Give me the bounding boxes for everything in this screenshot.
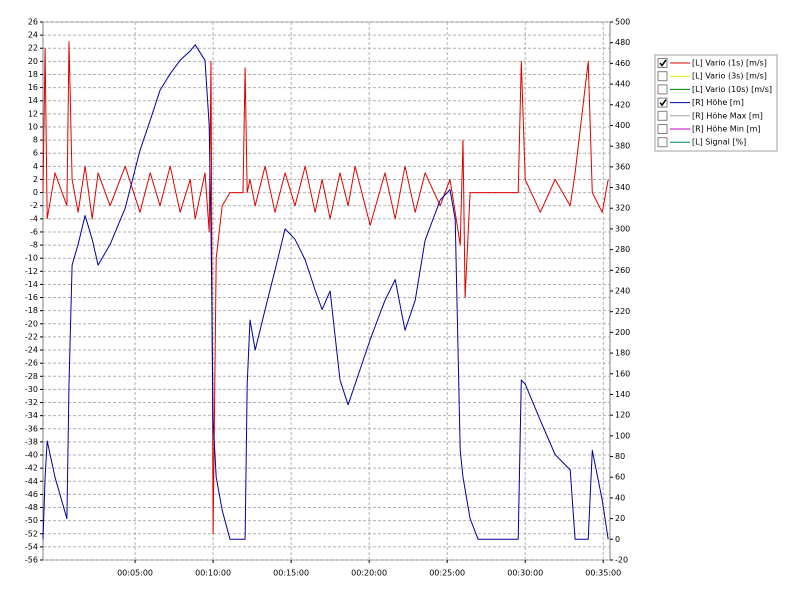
legend-label: [R] Höhe [m] xyxy=(692,98,744,107)
y-tick-label: 22 xyxy=(28,44,38,53)
y-tick-label: -20 xyxy=(25,319,38,328)
x-tick-label: 00:20:00 xyxy=(351,569,387,578)
y2-tick-label: 40 xyxy=(615,493,625,502)
y-tick-label: -32 xyxy=(25,398,38,407)
x-tick-label: 00:30:00 xyxy=(507,569,543,578)
y-tick-label: -18 xyxy=(25,306,38,315)
legend-checkbox[interactable] xyxy=(657,58,668,68)
y2-tick-label: 320 xyxy=(615,204,630,213)
legend-label: [L] Signal [%] xyxy=(692,138,746,147)
y2-tick-label: 100 xyxy=(615,431,630,440)
y-tick-label: -38 xyxy=(25,437,38,446)
y-tick-label: -48 xyxy=(25,503,38,512)
y-tick-label: -16 xyxy=(25,293,38,302)
y2-tick-label: 120 xyxy=(615,411,630,420)
y-tick-label: -50 xyxy=(25,516,38,525)
y2-tick-label: 480 xyxy=(615,38,630,47)
y-tick-label: -2 xyxy=(30,201,38,210)
x-tick-label: 00:10:00 xyxy=(195,569,231,578)
y2-tick-label: 400 xyxy=(615,121,630,130)
y2-tick-label: 80 xyxy=(615,452,625,461)
x-tick-label: 00:35:00 xyxy=(585,569,621,578)
y-tick-label: -14 xyxy=(25,280,38,289)
legend-checkbox[interactable] xyxy=(657,137,668,148)
y-tick-label: -44 xyxy=(25,477,38,486)
y2-tick-label: 220 xyxy=(615,307,630,316)
y-tick-label: -42 xyxy=(25,464,38,473)
y2-tick-label: 380 xyxy=(615,142,630,151)
y-tick-label: 2 xyxy=(33,175,38,184)
y-tick-label: 4 xyxy=(33,162,38,171)
legend-checkbox[interactable] xyxy=(657,71,668,82)
y-tick-label: 20 xyxy=(28,57,38,66)
y-tick-label: -56 xyxy=(25,556,38,565)
series-line xyxy=(42,41,609,535)
y2-tick-label: 60 xyxy=(615,473,625,482)
legend-checkmark xyxy=(659,99,667,107)
y-tick-label: 16 xyxy=(28,83,38,92)
y-tick-label: -36 xyxy=(25,424,38,433)
legend-label: [L] Vario (10s) [m/s] xyxy=(692,85,772,94)
y-tick-label: -6 xyxy=(30,227,38,236)
plot-area xyxy=(42,21,611,561)
y2-tick-label: 500 xyxy=(615,18,630,27)
legend-label: [R] Höhe Max [m] xyxy=(692,111,763,120)
legend-label: [L] Vario (1s) [m/s] xyxy=(692,59,767,68)
y-tick-label: -28 xyxy=(25,372,38,381)
y2-tick-label: 460 xyxy=(615,59,630,68)
y-tick-label: 18 xyxy=(28,70,38,79)
y2-tick-label: 260 xyxy=(615,266,630,275)
legend-checkbox[interactable] xyxy=(657,97,668,108)
x-tick-label: 00:25:00 xyxy=(429,569,465,578)
y-tick-label: 14 xyxy=(28,96,38,105)
legend-label: [L] Vario (3s) [m/s] xyxy=(692,72,767,81)
y-tick-label: -12 xyxy=(25,267,38,276)
legend-checkbox[interactable] xyxy=(657,110,668,121)
series-line xyxy=(42,44,609,540)
legend-checkbox[interactable] xyxy=(657,84,668,95)
y-tick-label: 26 xyxy=(28,18,38,27)
y-tick-label: -34 xyxy=(25,411,38,420)
y2-tick-label: 340 xyxy=(615,183,630,192)
y2-tick-label: 360 xyxy=(615,162,630,171)
y-tick-label: -54 xyxy=(25,542,38,551)
y2-tick-label: 280 xyxy=(615,245,630,254)
y-tick-label: -10 xyxy=(25,254,38,263)
y2-tick-label: 140 xyxy=(615,390,630,399)
y-tick-label: -26 xyxy=(25,359,38,368)
y2-tick-label: 20 xyxy=(615,514,625,523)
y2-tick-label: 240 xyxy=(615,287,630,296)
y-tick-label: 8 xyxy=(33,136,38,145)
x-tick-label: 00:05:00 xyxy=(117,569,153,578)
y-tick-label: -52 xyxy=(25,529,38,538)
y-tick-label: -4 xyxy=(30,214,38,223)
y-tick-label: -30 xyxy=(25,385,38,394)
y2-tick-label: 160 xyxy=(615,369,630,378)
y2-tick-label: 440 xyxy=(615,80,630,89)
y2-tick-label: 200 xyxy=(615,328,630,337)
y2-tick-label: 300 xyxy=(615,224,630,233)
y-tick-label: -40 xyxy=(25,451,38,460)
y2-tick-label: 420 xyxy=(615,100,630,109)
legend-checkmark xyxy=(659,59,667,67)
y-tick-label: -22 xyxy=(25,332,38,341)
x-tick-label: 00:15:00 xyxy=(273,569,309,578)
y-tick-label: 6 xyxy=(33,149,38,158)
y-tick-label: 10 xyxy=(28,122,38,131)
legend-checkbox[interactable] xyxy=(657,124,668,134)
y2-tick-label: -20 xyxy=(615,556,628,565)
y-tick-label: -8 xyxy=(30,241,38,250)
y-tick-label: -46 xyxy=(25,490,38,499)
y-tick-label: 12 xyxy=(28,109,38,118)
y-tick-label: -24 xyxy=(25,346,38,355)
y-tick-label: 0 xyxy=(33,188,38,197)
y2-tick-label: 0 xyxy=(615,535,620,544)
y-tick-label: 24 xyxy=(28,31,38,40)
y2-tick-label: 180 xyxy=(615,349,630,358)
legend-label: [R] Höhe Min [m] xyxy=(692,125,761,134)
